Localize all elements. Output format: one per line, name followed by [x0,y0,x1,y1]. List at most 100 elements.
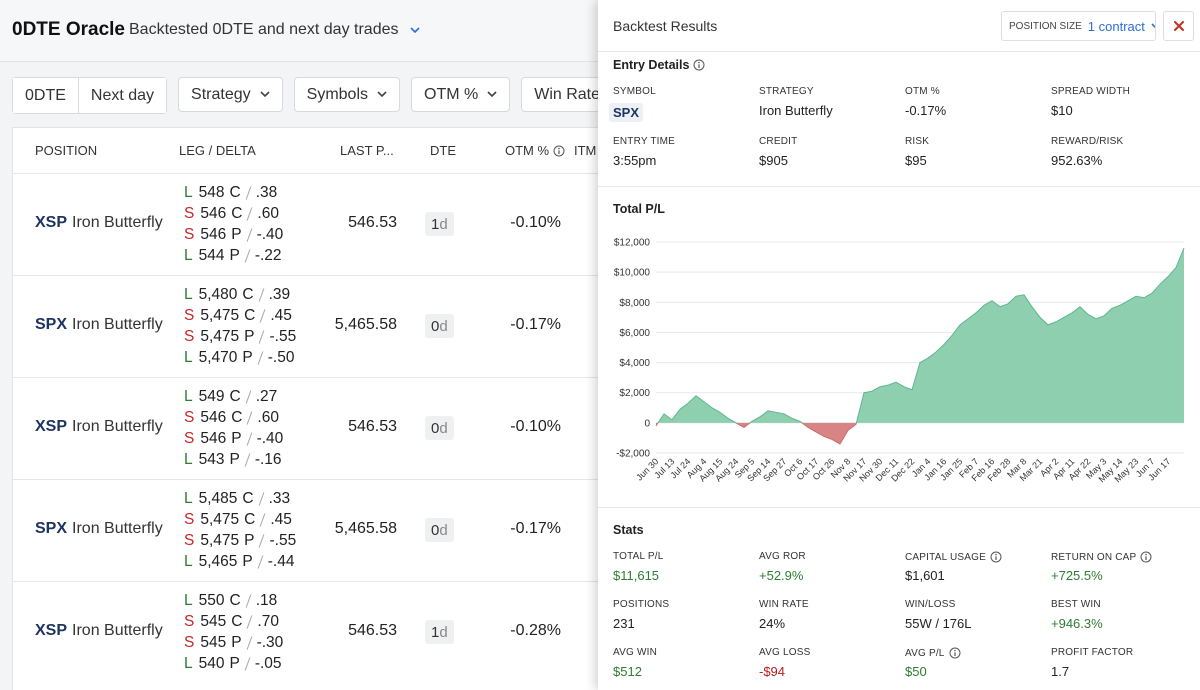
field-label-text: POSITIONS [613,599,670,610]
leg: S 5,475 C .45 [184,305,292,326]
top-bar: 0DTE Oracle Backtested 0DTE and next day… [0,0,600,62]
leg-strike: 550 [198,591,225,609]
toggle-group: 0DTE Next day [12,77,168,114]
position-size-label: POSITION SIZE [1009,20,1082,32]
leg-strike: 544 [198,246,225,264]
close-button[interactable] [1163,11,1194,41]
leg-strike: 548 [198,183,225,201]
subtitle-selector[interactable]: Backtested 0DTE and next day trades [129,21,421,39]
info-dot [1145,553,1148,556]
info-ring [1140,551,1152,563]
field-label-text: BEST WIN [1051,599,1101,610]
dte-value: 1 [431,623,440,641]
position-size-select[interactable]: POSITION SIZE 1 contract [1001,11,1156,41]
field-label: CAPITAL USAGE [905,551,1002,563]
dte-value: 1 [431,215,440,233]
field-label-text: TOTAL P/L [613,551,664,562]
filter-dropdown[interactable]: OTM % [411,77,511,112]
separator [244,248,251,263]
column-header: OTM % [505,143,565,158]
leg: S 545 C .70 [184,611,279,632]
leg-strike: 5,475 [200,327,240,345]
filter-dropdown[interactable]: Strategy [178,77,283,112]
filter-dropdown[interactable]: Symbols [293,77,400,112]
strategy: Iron Butterfly [72,418,163,435]
positions-table: POSITION LEG / DELTA LAST P... DTE OTM % ITM X… [12,127,633,690]
leg-strike: 5,475 [200,531,240,549]
separator [258,287,264,302]
position-row[interactable]: SPX Iron Butterfly L 5,485 C .33 S 5,475 C .45 S 5,… [13,479,633,581]
filter-label: Strategy [191,85,251,103]
filter-label: Symbols [306,85,368,103]
leg-delta: .45 [270,510,292,528]
filter-label: Win Rate [534,85,601,103]
field-value: Iron Butterfly [759,103,833,118]
leg-side: L [184,285,193,303]
info-ring [553,145,565,156]
position-row[interactable]: XSP Iron Butterfly L 550 C .18 S 545 C .70 S 545 P -.… [13,581,633,683]
toggle-button[interactable]: 0DTE [13,78,78,113]
strategy: Iron Butterfly [72,622,163,639]
leg: S 546 P -.40 [184,224,283,245]
dte-value: 0 [431,317,440,335]
separator [259,512,266,527]
leg-side: S [184,225,195,243]
separator [247,614,253,629]
field-label: SPREAD WIDTH [1051,86,1130,97]
field-value: +725.5% [1051,568,1103,583]
leg-strike: 5,475 [200,510,240,528]
leg-side: S [184,531,195,549]
leg-type: P [229,654,240,672]
field-label: STRATEGY [759,86,814,97]
toggle-button[interactable]: Next day [77,78,167,113]
field-label-text: REWARD/RISK [1051,136,1124,147]
leg-delta: -.40 [256,225,284,243]
otm: -0.10% [510,214,561,231]
leg-side: L [184,387,193,405]
separator [259,329,265,344]
field-label-text: AVG WIN [613,647,657,658]
field-label-text: CAPITAL USAGE [905,551,986,563]
leg-type: P [229,246,240,264]
leg-strike: 5,465 [198,552,238,570]
info-icon [1140,551,1152,563]
position-row[interactable]: XSP Iron Butterfly L 548 C .38 S 546 C .60 S 546 P -.… [13,173,633,275]
position-row[interactable]: XSP Iron Butterfly L 549 C .27 S 546 C .60 S 546 P -.… [13,377,633,479]
leg-delta: -.55 [269,531,297,549]
leg: L 549 C .27 [184,386,277,407]
last-price: 546.53 [348,418,397,435]
position-row[interactable]: SPX Iron Butterfly L 5,480 C .39 S 5,475 C .45 S 5,… [13,275,633,377]
separator [246,227,252,242]
field-value: -$94 [759,664,786,679]
dte-unit: d [439,419,448,437]
separator [245,185,252,200]
info-ring [693,59,705,71]
field-value: -0.17% [905,103,947,118]
leg-delta: -.30 [256,633,284,651]
panel-title: Backtest Results [613,18,718,34]
field-label: WIN RATE [759,599,809,610]
field-label: AVG LOSS [759,647,810,658]
leg-type: P [231,633,242,651]
area [656,248,1184,444]
info-dot [558,147,560,149]
chevron-icon [1151,22,1155,28]
strategy: Iron Butterfly [72,316,163,333]
leg-type: P [231,429,242,447]
leg-side: L [184,489,193,507]
otm: -0.17% [510,520,561,537]
leg-type: C [229,183,241,201]
leg: L 5,465 P -.44 [184,551,294,572]
last-price: 5,465.58 [334,316,397,333]
leg-side: S [184,306,195,324]
chevron [487,91,497,98]
separator [259,308,266,323]
leg-strike: 545 [200,633,227,651]
leg-strike: 5,470 [198,348,238,366]
leg-type: C [229,387,241,405]
leg-side: L [184,654,193,672]
field-label-text: SPREAD WIDTH [1051,86,1131,97]
